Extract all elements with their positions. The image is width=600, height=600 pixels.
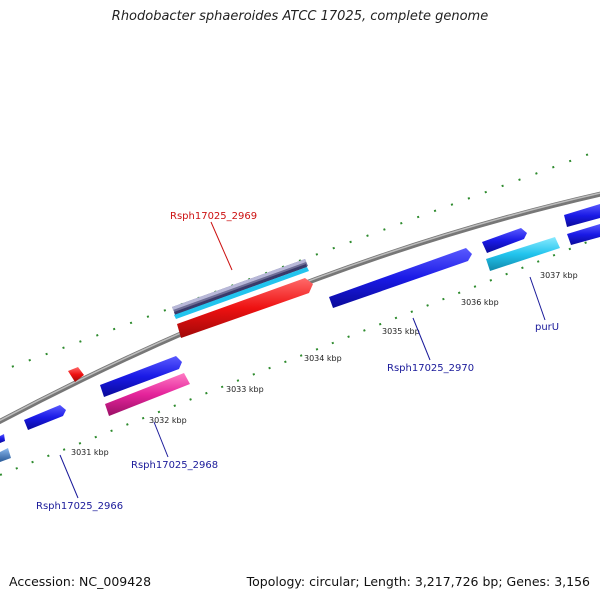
feature-f5[interactable] bbox=[329, 248, 472, 308]
svg-text:3036 kbp: 3036 kbp bbox=[461, 298, 499, 307]
accession-value: NC_009428 bbox=[79, 574, 152, 589]
feature-f12[interactable] bbox=[172, 259, 309, 319]
leader-line-2970 bbox=[412, 317, 431, 361]
gene-label-rsph17025-2969[interactable]: Rsph17025_2969 bbox=[170, 211, 257, 222]
map-title: Rhodobacter sphaeroides ATCC 17025, comp… bbox=[111, 9, 489, 24]
svg-text:3034 kbp: 3034 kbp bbox=[304, 354, 342, 363]
gene-label-rsph17025-2968[interactable]: Rsph17025_2968 bbox=[131, 460, 218, 471]
gene-label-purU[interactable]: purU bbox=[535, 322, 559, 333]
leader-line-2969 bbox=[210, 221, 233, 271]
kbp-tick-3036: 3036 kbp bbox=[461, 298, 499, 307]
kbp-tick-3034: 3034 kbp bbox=[304, 354, 342, 363]
feature-f11[interactable] bbox=[0, 434, 11, 462]
feature-f8[interactable] bbox=[68, 367, 84, 382]
genome-stats: Topology: circular; Length: 3,217,726 bp… bbox=[246, 574, 590, 589]
svg-text:3032 kbp: 3032 kbp bbox=[149, 416, 187, 425]
kbp-tick-3035: 3035 kbp bbox=[382, 327, 420, 336]
feature-f9[interactable] bbox=[105, 373, 190, 416]
feature-f2[interactable] bbox=[24, 405, 66, 430]
leader-line-purU bbox=[529, 276, 546, 321]
svg-text:3031 kbp: 3031 kbp bbox=[71, 448, 109, 457]
kbp-tick-3032: 3032 kbp bbox=[149, 416, 187, 425]
accession-footer: Accession: NC_009428 bbox=[9, 574, 151, 589]
feature-f1[interactable] bbox=[567, 224, 600, 245]
kbp-tick-3037: 3037 kbp bbox=[540, 271, 578, 280]
leader-line-2966 bbox=[59, 454, 79, 499]
svg-text:3037 kbp: 3037 kbp bbox=[540, 271, 578, 280]
leader-line-2968 bbox=[153, 421, 169, 458]
genome-backbone bbox=[0, 191, 600, 425]
feature-f10[interactable] bbox=[486, 237, 560, 271]
svg-text:3033 kbp: 3033 kbp bbox=[226, 385, 264, 394]
gene-label-rsph17025-2970[interactable]: Rsph17025_2970 bbox=[387, 363, 474, 374]
gene-label-rsph17025-2966[interactable]: Rsph17025_2966 bbox=[36, 501, 123, 512]
svg-text:3035 kbp: 3035 kbp bbox=[382, 327, 420, 336]
feature-f6[interactable] bbox=[482, 228, 527, 253]
accession-label: Accession: bbox=[9, 574, 76, 589]
feature-f4[interactable] bbox=[564, 204, 600, 227]
kbp-tick-3033: 3033 kbp bbox=[226, 385, 264, 394]
kbp-tick-3031: 3031 kbp bbox=[71, 448, 109, 457]
feature-f7[interactable] bbox=[177, 278, 313, 338]
feature-f3[interactable] bbox=[100, 356, 182, 397]
